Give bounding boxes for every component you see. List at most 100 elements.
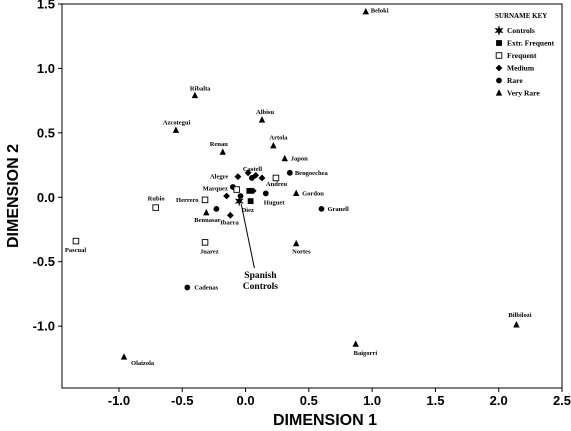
data-point: Renau xyxy=(210,141,228,155)
point-label: Artola xyxy=(269,135,288,142)
data-point xyxy=(244,169,252,177)
y-tick-label: -1.0 xyxy=(33,319,55,334)
point-label: Baigorri xyxy=(354,350,378,357)
data-point: Alegre xyxy=(210,173,242,181)
data-point xyxy=(258,174,266,182)
legend-label: Rare xyxy=(507,76,523,85)
point-label: Olaizola xyxy=(131,360,155,367)
medium-marker xyxy=(223,192,230,200)
frequent-marker xyxy=(152,204,159,211)
y-tick-label: 0.0 xyxy=(37,190,55,205)
point-label: Granell xyxy=(327,206,348,213)
x-tick-label: -0.5 xyxy=(171,393,193,408)
point-label: Pascual xyxy=(65,247,87,254)
legend-label: Medium xyxy=(507,64,535,73)
data-point: Huguet xyxy=(262,190,285,206)
x-tick-label: 1.5 xyxy=(426,393,444,408)
data-point: Granell xyxy=(318,205,349,213)
y-tick-label: -0.5 xyxy=(33,254,55,269)
rare-marker xyxy=(213,205,220,212)
legend-label: Extr. Frequent xyxy=(507,39,555,48)
plot-border xyxy=(61,3,563,389)
very-rare-marker xyxy=(352,340,359,347)
frequent-marker xyxy=(201,196,209,204)
x-tick-label: 2.5 xyxy=(553,393,571,408)
data-point: Bilbilozi xyxy=(508,312,532,328)
frequent-marker xyxy=(272,174,280,182)
data-point: Marquez xyxy=(203,186,240,193)
annotation-line-1: Spanish xyxy=(244,271,277,281)
data-point: Pascual xyxy=(65,237,87,254)
point-label: Diez xyxy=(242,207,254,214)
point-label: Bilbilozi xyxy=(508,312,531,319)
data-point: Bengoechea xyxy=(286,170,328,177)
rare-marker xyxy=(184,284,191,291)
data-point: Olaizola xyxy=(120,353,155,367)
data-point: Ribalta xyxy=(190,85,211,99)
x-tick-label: -1.0 xyxy=(108,393,130,408)
point-label: Ribalta xyxy=(190,85,211,92)
very-rare-marker xyxy=(203,208,210,216)
data-point: Gordon xyxy=(292,189,324,197)
data-point: Baigorri xyxy=(352,340,377,357)
point-label: Albisu xyxy=(256,109,274,116)
very-rare-marker xyxy=(120,353,128,360)
annotation-line-2: Controls xyxy=(243,282,278,292)
rare-marker xyxy=(262,190,269,197)
point-label: Rubio xyxy=(148,196,165,203)
very-rare-marker xyxy=(362,7,369,15)
frequent-marker xyxy=(72,237,80,245)
very-rare-marker xyxy=(281,154,288,162)
data-point: Herrero xyxy=(176,196,209,204)
frequent-marker xyxy=(495,52,503,59)
data-points: Beloki Ribalta Albisu Azcotegui Artola Renau J… xyxy=(65,8,532,367)
annotation-arrow xyxy=(240,204,255,269)
very-rare-marker xyxy=(495,89,503,96)
x-axis: -1.0 -0.5 0.0 0.5 1.0 1.5 2.0 2.5 xyxy=(108,388,571,408)
controls-marker xyxy=(494,25,504,36)
medium-marker xyxy=(252,171,260,179)
x-tick-label: 1.0 xyxy=(363,393,381,408)
point-label: Japon xyxy=(291,156,308,163)
data-point: Andreu xyxy=(266,174,288,188)
frequent-marker xyxy=(233,186,240,193)
rare-marker xyxy=(318,205,325,212)
point-label: Alegre xyxy=(210,174,228,181)
data-point: Japon xyxy=(281,154,308,163)
point-label: Nortes xyxy=(292,249,311,256)
legend-entry: Very Rare xyxy=(495,89,540,98)
frequent-marker xyxy=(201,239,209,246)
y-tick-label: 1.0 xyxy=(37,61,55,76)
data-point: Azcotegui xyxy=(163,119,191,133)
data-point: Cadenas xyxy=(184,284,219,291)
data-point xyxy=(246,187,253,194)
data-point xyxy=(252,171,260,179)
point-label: Beloki xyxy=(371,8,389,15)
extr-frequent-marker xyxy=(246,187,253,194)
legend-label: Frequent xyxy=(507,51,537,60)
very-rare-marker xyxy=(513,321,520,328)
data-point: Albisu xyxy=(256,109,274,123)
rare-marker xyxy=(248,175,255,181)
very-rare-marker xyxy=(219,148,226,155)
y-tick-label: 0.5 xyxy=(37,125,55,140)
spanish-controls-annotation: Spanish Controls xyxy=(240,204,278,292)
data-point xyxy=(213,205,220,212)
legend-entry: Controls xyxy=(494,25,535,36)
point-label: Cadenas xyxy=(194,284,218,291)
point-label: Azcotegui xyxy=(163,119,191,126)
legend-entry: Frequent xyxy=(495,51,537,60)
very-rare-marker xyxy=(172,126,180,133)
point-label: Bennasar xyxy=(194,217,220,224)
point-label: Juarez xyxy=(200,248,219,255)
very-rare-marker xyxy=(191,91,199,99)
data-point xyxy=(223,192,230,200)
x-axis-title: DIMENSION 1 xyxy=(273,412,377,429)
point-label: Renau xyxy=(210,141,228,148)
legend-entry: Medium xyxy=(495,64,535,73)
legend: SURNAME KEY Controls Extr. Frequent Freque… xyxy=(494,12,555,98)
x-tick-label: 0.0 xyxy=(237,393,255,408)
extr-frequent-marker xyxy=(247,198,254,205)
point-label: Castell xyxy=(243,166,262,173)
